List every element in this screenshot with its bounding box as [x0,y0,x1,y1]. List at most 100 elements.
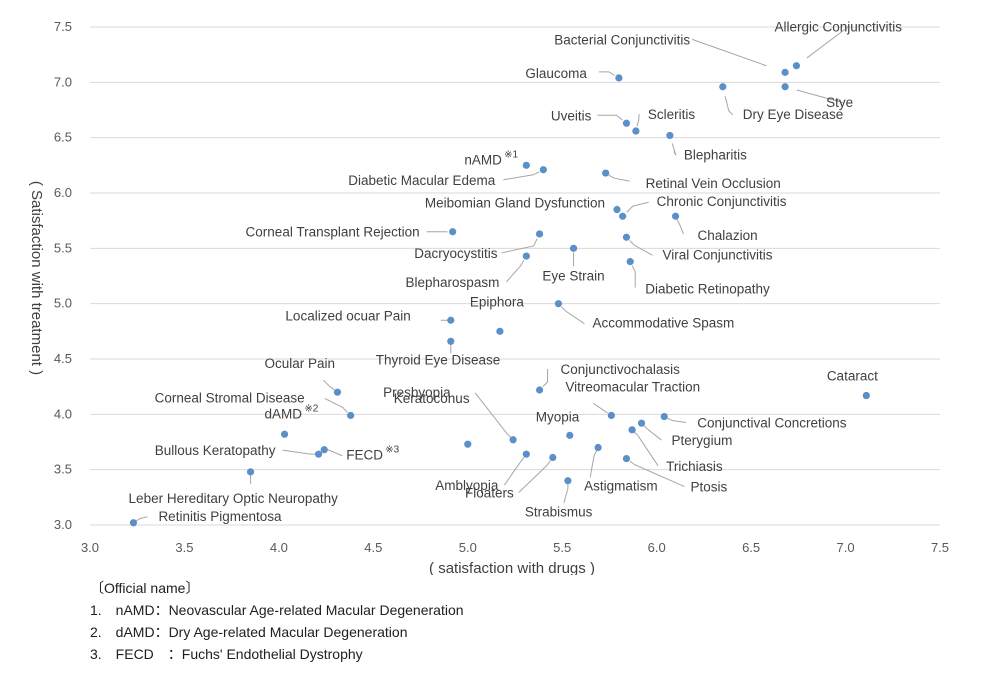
point-label: Scleritis [648,107,696,122]
data-point [566,431,574,439]
x-tick-label: 7.0 [837,540,855,555]
leader-line [667,417,687,424]
y-tick-label: 3.5 [54,462,72,477]
y-tick-label: 6.0 [54,185,72,200]
data-point [607,411,615,420]
leader-line [691,38,767,67]
point-label: Conjunctival Concretions [697,416,847,431]
data-point [280,430,289,438]
data-point [781,83,789,91]
leader-line [626,201,649,213]
point-label: Keratoconus [394,391,470,406]
point-label: Dry Eye Disease [743,107,844,122]
point-label: nAMD [464,152,502,167]
data-point [594,443,602,452]
data-point [862,391,870,400]
point-label: Chalazion [698,228,758,243]
note-1: 1. nAMD：Neovascular Age-related Macular … [90,602,464,618]
point-label: Retinal Vein Occlusion [646,176,781,191]
point-label: Corneal Stromal Disease [155,390,305,405]
y-axis-title: ( Satisfaction with treatment ) [28,181,45,375]
point-label: Bacterial Conjunctivitis [554,32,690,47]
leader-line [634,431,659,467]
x-axis-title: ( satisfaction with drugs ) [429,560,595,575]
point-label: Epiphora [470,294,525,309]
point-label: Myopia [536,409,580,424]
leader-line [643,425,662,441]
data-point [549,453,557,462]
leader-line [671,143,677,156]
data-point [781,68,789,76]
y-tick-label: 4.0 [54,406,72,421]
leader-line [563,483,569,503]
data-point [792,62,801,70]
x-tick-label: 3.0 [81,540,99,555]
leader-line [629,240,653,256]
point-label: Viral Conjunctivitis [662,247,772,262]
point-label: Stye [826,95,853,110]
leader-line [796,89,844,104]
leader-line [503,457,525,486]
data-point [447,316,455,324]
data-point [622,455,631,463]
x-tick-label: 5.5 [553,540,571,555]
leader-line [593,403,609,414]
point-label: Glaucoma [525,66,587,81]
point-label: Presbyopia [383,385,451,400]
point-label: Allergic Conjunctivitis [774,20,902,35]
leader-line [561,306,585,325]
leader-line [325,449,343,457]
point-label: Accommodative Spasm [592,316,734,331]
leader-line [629,460,685,488]
leader-line [323,379,335,391]
leader-line [542,368,549,388]
data-point [449,228,457,236]
point-label: Cataract [827,369,878,384]
data-point [564,477,572,485]
scatter-chart: 3.0 3.5 4.0 4.5 5.0 5.5 6.0 6.5 7.0 7.5 3.0 3.5 4.0 4… [28,19,949,575]
y-tick-label: 7.5 [54,19,72,34]
note-3: 3. FECD ：Fuchs' Endothelial Dystrophy [90,646,363,662]
data-point [314,450,323,458]
point-label-footnote-mark: ※3 [385,445,399,456]
leader-line [324,397,348,413]
leader-line [598,71,616,76]
y-tick-label: 5.5 [54,240,72,255]
point-label: Diabetic Macular Edema [348,173,496,188]
leader-line [631,265,636,288]
point-label: Dacryocystitis [414,246,498,261]
x-tick-label: 4.0 [270,540,288,555]
data-point [535,386,544,394]
data-point [535,230,544,238]
leader-line [135,516,148,522]
data-point [522,450,530,458]
point-label: Eye Strain [542,268,604,283]
data-point [632,127,640,135]
leader-line [589,450,597,478]
data-point [569,244,578,252]
data-point [619,212,627,220]
leader-line [518,460,551,493]
x-tick-label: 3.5 [175,540,193,555]
y-tick-label: 4.5 [54,351,72,366]
point-label: Blepharitis [684,147,747,162]
point-label: Blepharospasm [406,275,500,290]
point-label: Retinitis Pigmentosa [158,509,282,524]
data-point [719,83,727,91]
data-point [129,519,138,527]
data-point [522,252,530,260]
data-point [496,327,504,335]
point-label: Localized ocuar Pain [285,308,410,323]
x-tick-label: 5.0 [459,540,477,555]
point-label: Thyroid Eye Disease [376,352,501,367]
data-point [347,411,355,420]
data-point [626,258,634,266]
official-name-notes: 〔Official name〕 1. nAMD：Neovascular Age-… [90,577,464,665]
data-point [613,206,621,214]
point-label: Conjunctivochalasis [561,362,681,377]
data-point [447,337,455,345]
point-label: Astigmatism [584,479,658,494]
data-point [246,468,255,476]
leader-line [608,174,630,182]
x-tick-label: 4.5 [364,540,382,555]
